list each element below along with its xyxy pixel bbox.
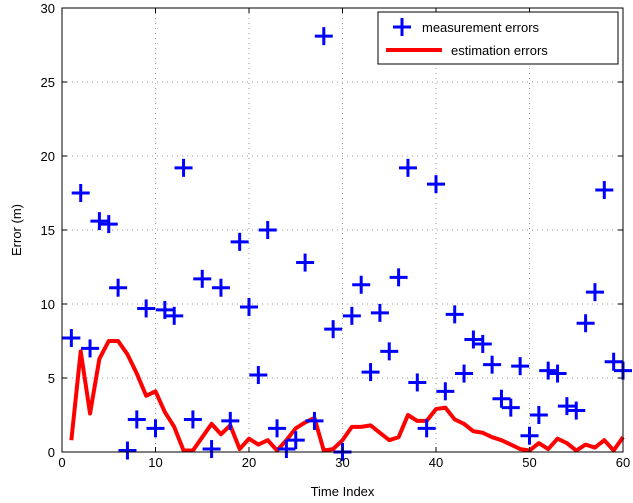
series-layer — [62, 27, 632, 461]
y-tick-label: 5 — [48, 371, 55, 386]
x-tick-label: 60 — [616, 455, 630, 470]
measurement-point — [211, 278, 230, 297]
y-tick-label: 10 — [41, 297, 55, 312]
measurement-point — [109, 278, 128, 297]
measurement-point — [146, 419, 165, 438]
measurement-point — [277, 440, 296, 459]
legend-label-estimation: estimation errors — [451, 43, 548, 58]
measurement-point — [137, 299, 156, 318]
legend-box — [377, 11, 619, 65]
measurement-point — [165, 306, 184, 325]
measurement-point — [71, 184, 90, 202]
measurement-point — [473, 334, 492, 353]
measurement-point — [529, 406, 548, 424]
measurement-point — [361, 363, 380, 382]
measurement-point — [193, 269, 212, 288]
x-tick-label: 50 — [522, 455, 536, 470]
measurement-point — [296, 253, 315, 272]
measurement-point — [511, 357, 530, 376]
measurement-point — [595, 181, 614, 200]
measurement-point — [389, 268, 408, 287]
measurement-point — [539, 361, 558, 380]
legend-label-measurement: measurement errors — [422, 20, 540, 35]
y-axis-label: Error (m) — [9, 204, 24, 256]
measurement-point — [221, 411, 240, 430]
measurement-point — [492, 389, 511, 408]
y-tick-label: 20 — [41, 149, 55, 164]
measurement-point — [427, 175, 445, 194]
series-line-estimation-errors — [69, 339, 625, 453]
x-tick-label: 40 — [429, 455, 443, 470]
measurement-point — [567, 401, 586, 420]
measurement-point — [90, 212, 109, 231]
measurement-point — [398, 158, 417, 177]
measurement-point — [286, 431, 305, 450]
measurement-point — [99, 215, 118, 234]
x-tick-label: 30 — [335, 455, 349, 470]
measurement-point — [249, 366, 268, 385]
measurement-point — [127, 410, 146, 429]
measurement-point — [314, 27, 333, 46]
measurement-point — [240, 297, 258, 316]
y-tick-label: 25 — [41, 75, 55, 90]
measurement-point — [483, 355, 502, 374]
measurement-point — [155, 300, 174, 319]
legend-marker-measurement — [393, 18, 411, 36]
grid — [62, 8, 623, 452]
measurement-point — [62, 329, 81, 348]
x-tick-label: 10 — [148, 455, 162, 470]
measurement-point — [464, 330, 483, 349]
measurement-point — [604, 352, 623, 371]
measurement-point — [81, 339, 100, 358]
measurement-point — [548, 364, 567, 383]
measurement-point — [268, 419, 287, 438]
x-tick-label: 20 — [242, 455, 256, 470]
measurement-point — [342, 306, 361, 325]
y-tick-label: 0 — [48, 445, 55, 460]
measurement-point — [352, 275, 371, 294]
measurement-point — [585, 283, 604, 302]
measurement-point — [305, 411, 324, 430]
measurement-point — [445, 305, 464, 324]
measurement-point — [370, 303, 389, 322]
measurement-point — [258, 221, 277, 239]
y-tick-label: 30 — [41, 1, 55, 16]
measurement-point — [230, 232, 249, 251]
measurement-point — [417, 419, 436, 438]
measurement-point — [576, 314, 595, 333]
x-tick-label: 0 — [58, 455, 65, 470]
measurement-point — [118, 441, 137, 460]
measurement-point — [202, 440, 221, 459]
measurement-point — [557, 397, 576, 416]
measurement-point — [183, 410, 202, 429]
measurement-point — [324, 320, 343, 339]
measurement-point — [174, 158, 193, 177]
measurement-point — [455, 364, 474, 383]
measurement-point — [520, 426, 539, 445]
measurement-point — [501, 398, 520, 417]
measurement-point — [436, 382, 455, 401]
legend: measurement errors estimation errors — [377, 11, 619, 65]
ticks: 0 10 20 30 40 50 60 0 5 10 15 20 25 30 — [41, 1, 631, 470]
measurement-point — [408, 373, 427, 392]
measurement-point — [380, 342, 399, 361]
y-tick-label: 15 — [41, 223, 55, 238]
x-axis-label: Time Index — [311, 484, 375, 499]
